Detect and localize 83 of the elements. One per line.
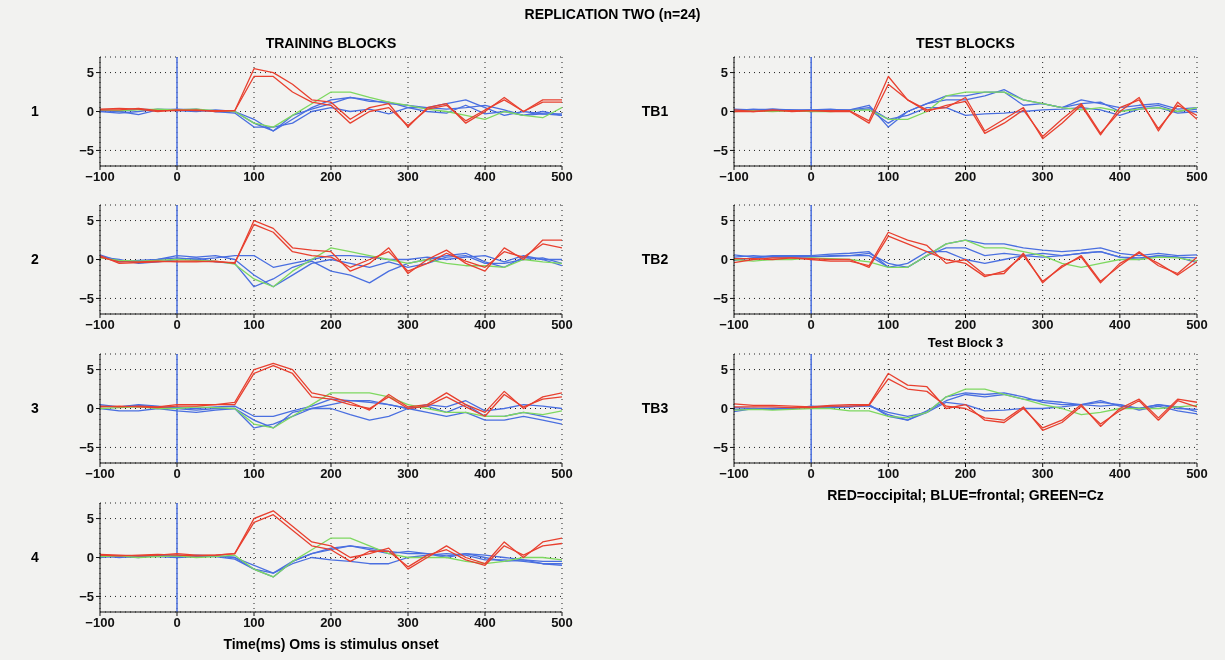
x-tick-label: 400 — [474, 615, 496, 631]
x-tick-label: 500 — [551, 317, 573, 333]
y-axis-title: TB2 — [640, 250, 670, 267]
y-tick-label: 5 — [86, 362, 94, 378]
x-tick-label: 100 — [243, 169, 265, 185]
y-axis-title: 4 — [30, 548, 40, 565]
x-tick-label: 400 — [1108, 466, 1131, 482]
x-tick-label: 300 — [1031, 169, 1054, 185]
x-tick-label: 0 — [173, 466, 181, 482]
x-tick-label: 400 — [474, 317, 496, 333]
x-tick-label: 100 — [877, 466, 900, 482]
x-tick-label: −100 — [85, 169, 115, 185]
y-tick-label: −5 — [79, 291, 94, 307]
x-tick-label: 100 — [243, 317, 265, 333]
y-tick-label: −5 — [79, 143, 94, 159]
x-tick-label: 0 — [807, 317, 815, 333]
x-tick-label: 0 — [807, 466, 815, 482]
y-tick-label: 0 — [86, 401, 94, 417]
x-tick-label: −100 — [85, 466, 115, 482]
x-tick-label: 400 — [1108, 169, 1131, 185]
x-tick-label: 200 — [954, 169, 977, 185]
y-tick-label: −5 — [713, 143, 728, 159]
x-tick-label: 200 — [320, 466, 342, 482]
x-tick-label: 500 — [1186, 466, 1208, 482]
y-tick-label: 0 — [86, 550, 94, 566]
x-tick-label: 500 — [551, 466, 573, 482]
y-tick-label: 5 — [720, 362, 728, 378]
x-tick-label: 500 — [551, 615, 573, 631]
x-tick-label: 200 — [320, 615, 342, 631]
x-tick-label: 200 — [954, 317, 977, 333]
x-tick-label: 500 — [551, 169, 573, 185]
x-axis-title: Time(ms) Oms is stimulus onset — [222, 636, 440, 652]
x-tick-label: 400 — [474, 169, 496, 185]
x-tick-label: 300 — [1031, 317, 1054, 333]
x-tick-label: 500 — [1186, 317, 1208, 333]
chart-title: TEST BLOCKS — [915, 35, 1016, 51]
text: REPLICATION TWO (n=24) — [523, 6, 702, 22]
y-tick-label: 0 — [720, 401, 728, 417]
x-tick-label: 100 — [243, 615, 265, 631]
x-tick-label: −100 — [719, 466, 749, 482]
x-tick-label: 300 — [397, 615, 419, 631]
x-tick-label: 300 — [1031, 466, 1054, 482]
y-axis-title: 1 — [30, 102, 40, 119]
x-tick-label: 100 — [877, 317, 900, 333]
x-tick-label: −100 — [719, 169, 749, 185]
x-tick-label: 200 — [320, 169, 342, 185]
y-tick-label: 5 — [86, 511, 94, 527]
x-tick-label: −100 — [85, 615, 115, 631]
x-tick-label: 200 — [320, 317, 342, 333]
x-tick-label: −100 — [85, 317, 115, 333]
x-axis-title: RED=occipital; BLUE=frontal; GREEN=Cz — [826, 487, 1105, 503]
y-tick-label: 5 — [86, 213, 94, 229]
y-axis-title: TB1 — [640, 102, 670, 119]
x-tick-label: 0 — [807, 169, 815, 185]
x-tick-label: 400 — [1108, 317, 1131, 333]
x-tick-label: 400 — [474, 466, 496, 482]
chart-title: Test Block 3 — [926, 335, 1005, 350]
y-tick-label: −5 — [79, 440, 94, 456]
y-axis-title: TB3 — [640, 399, 670, 416]
y-tick-label: 5 — [86, 65, 94, 81]
y-axis-title: 3 — [30, 399, 40, 416]
y-tick-label: 0 — [86, 104, 94, 120]
y-tick-label: −5 — [79, 589, 94, 605]
y-tick-label: −5 — [713, 291, 728, 307]
x-tick-label: 0 — [173, 615, 181, 631]
x-tick-label: 100 — [243, 466, 265, 482]
y-tick-label: 5 — [720, 213, 728, 229]
x-tick-label: 0 — [173, 169, 181, 185]
x-tick-label: 300 — [397, 466, 419, 482]
chart-title: TRAINING BLOCKS — [264, 35, 398, 51]
x-tick-label: −100 — [719, 317, 749, 333]
y-tick-label: −5 — [713, 440, 728, 456]
x-tick-label: 100 — [877, 169, 900, 185]
y-tick-label: 0 — [720, 252, 728, 268]
y-tick-label: 5 — [720, 65, 728, 81]
x-tick-label: 300 — [397, 169, 419, 185]
x-tick-label: 200 — [954, 466, 977, 482]
y-tick-label: 0 — [86, 252, 94, 268]
y-axis-title: 2 — [30, 250, 40, 267]
x-tick-label: 0 — [173, 317, 181, 333]
x-tick-label: 300 — [397, 317, 419, 333]
x-tick-label: 500 — [1186, 169, 1208, 185]
y-tick-label: 0 — [720, 104, 728, 120]
